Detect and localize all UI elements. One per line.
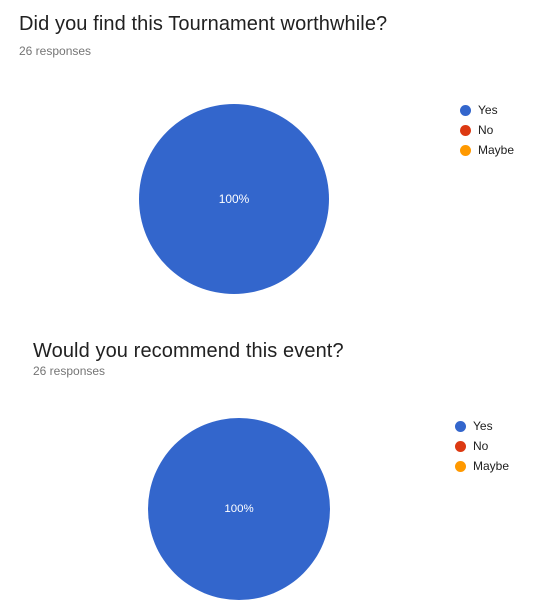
legend-label: Maybe bbox=[478, 143, 515, 157]
legend-label: Yes bbox=[478, 103, 498, 117]
pie-data-label: 100% bbox=[224, 503, 253, 515]
legend-item-no: No bbox=[455, 436, 509, 456]
pie-slice-yes bbox=[139, 104, 329, 294]
question-card-worthwhile: Did you find this Tournament worthwhile?… bbox=[0, 0, 540, 305]
legend-dot-icon bbox=[455, 440, 466, 452]
pie-data-label: 100% bbox=[219, 192, 250, 206]
legend-dot-icon bbox=[455, 420, 466, 432]
response-count: 26 responses bbox=[19, 44, 92, 58]
pie-chart: 100% bbox=[139, 104, 329, 294]
question-title: Would you recommend this event? bbox=[33, 340, 344, 362]
legend-dot-icon bbox=[455, 460, 466, 472]
legend-item-no: No bbox=[460, 120, 514, 140]
legend-dot-icon bbox=[460, 104, 471, 116]
pie-slice-yes bbox=[148, 418, 330, 600]
legend-item-yes: Yes bbox=[455, 416, 509, 436]
legend-label: No bbox=[478, 123, 494, 137]
legend-dot-icon bbox=[460, 124, 471, 136]
legend-dot-icon bbox=[460, 144, 471, 156]
question-title: Did you find this Tournament worthwhile? bbox=[19, 13, 388, 35]
question-card-recommend: Would you recommend this event? 26 respo… bbox=[0, 330, 540, 614]
legend-label: Maybe bbox=[473, 459, 510, 473]
chart-legend: Yes No Maybe bbox=[455, 416, 509, 476]
legend-label: No bbox=[473, 439, 489, 453]
legend-label: Yes bbox=[473, 419, 493, 433]
legend-item-maybe: Maybe bbox=[460, 140, 514, 160]
legend-item-yes: Yes bbox=[460, 100, 514, 120]
chart-legend: Yes No Maybe bbox=[460, 100, 514, 160]
pie-chart: 100% bbox=[148, 418, 330, 600]
response-count: 26 responses bbox=[33, 364, 106, 378]
legend-item-maybe: Maybe bbox=[455, 456, 509, 476]
